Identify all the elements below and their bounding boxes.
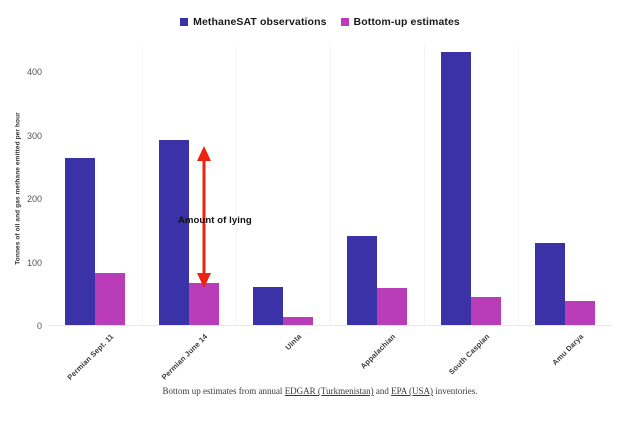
axis-baseline (48, 325, 612, 326)
bar-estimates[interactable] (377, 287, 407, 325)
chart-footnote: Bottom up estimates from annual EDGAR (T… (0, 386, 640, 396)
category-separator (330, 45, 331, 325)
legend-label-estimates: Bottom-up estimates (353, 16, 460, 28)
category-separator (236, 45, 237, 325)
bar-estimates[interactable] (471, 297, 501, 325)
bar-estimates[interactable] (95, 273, 125, 325)
y-axis-tick-label: 0 (36, 321, 42, 331)
x-axis-tick-label: Appalachian (358, 332, 398, 371)
bar-estimates[interactable] (565, 300, 595, 325)
x-axis-tick-label: South Caspian (446, 332, 492, 377)
y-axis-tick-label: 200 (26, 194, 42, 205)
bar-observations[interactable] (253, 286, 283, 325)
bar-estimates[interactable] (283, 316, 313, 325)
bar-observations[interactable] (535, 243, 565, 325)
footnote-link-epa[interactable]: EPA (USA) (391, 386, 434, 396)
x-axis-tick-label: Amu Darya (550, 332, 586, 368)
bar-observations[interactable] (441, 52, 471, 325)
square-marker-icon (180, 18, 189, 26)
y-axis-title: Tonnes of oil and gas methane emitted pe… (14, 112, 22, 265)
y-axis-tick-label: 100 (26, 257, 42, 268)
bar-observations[interactable] (159, 139, 189, 325)
legend-item-estimates: Bottom-up estimates (340, 16, 460, 28)
x-axis-tick-label: Uinta (283, 332, 304, 352)
bar-estimates[interactable] (189, 283, 219, 325)
x-axis-tick-label: Permian Sept. 11 (65, 332, 116, 382)
category-separator (424, 45, 425, 325)
category-separator (142, 45, 143, 325)
footnote-middle: and (373, 386, 392, 396)
plot-area (48, 45, 612, 326)
category-separator (518, 45, 519, 325)
bar-observations[interactable] (347, 236, 377, 325)
footnote-link-edgar[interactable]: EDGAR (Turkmenistan) (284, 386, 374, 396)
footnote-prefix: Bottom up estimates from annual (162, 386, 285, 396)
legend-item-observations: MethaneSAT observations (180, 16, 326, 28)
y-axis-tick-label: 300 (26, 130, 42, 141)
y-axis: 0 100 200 300 400 (20, 47, 42, 331)
legend-label-observations: MethaneSAT observations (193, 16, 327, 28)
annotation-label: Amount of lying (178, 215, 252, 226)
x-axis-tick-label: Permian June 14 (159, 332, 210, 382)
bar-observations[interactable] (65, 158, 95, 325)
footnote-suffix: inventories. (433, 386, 478, 396)
amount-of-lying-arrow-icon (197, 146, 211, 288)
chart-legend: MethaneSAT observations Bottom-up estima… (0, 16, 640, 28)
square-marker-icon (340, 18, 349, 26)
y-axis-tick-label: 400 (26, 67, 42, 78)
